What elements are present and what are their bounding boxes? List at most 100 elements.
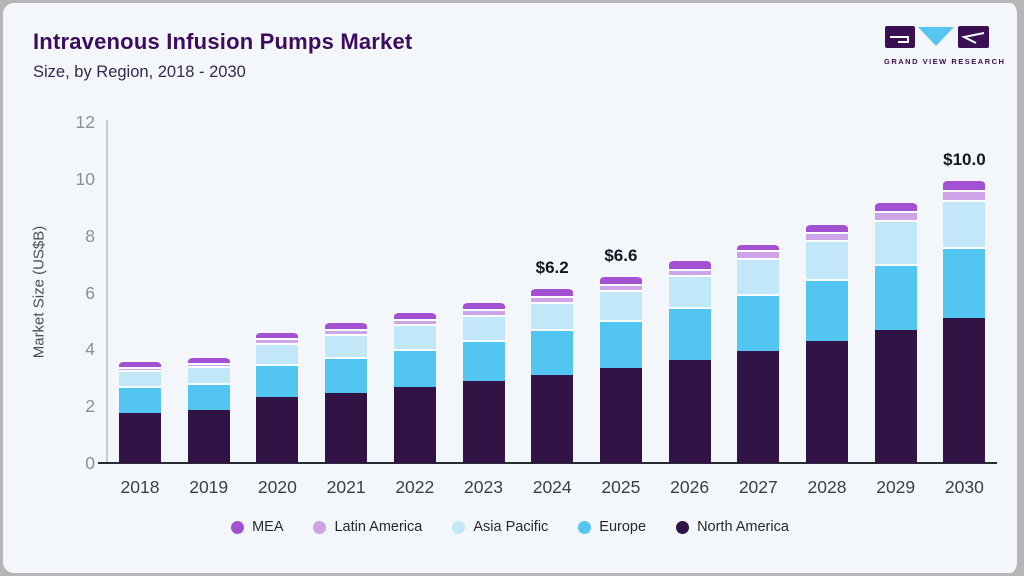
- legend-label: Asia Pacific: [473, 519, 549, 535]
- bar-segment-mea: [256, 331, 299, 339]
- bar-segment-north-america: [943, 317, 986, 463]
- stacked-bar-chart: Market Size (US$B) 0 2 4 6 8 10 12 2018 2019 2020…: [3, 3, 1017, 573]
- bar-value-annotation: $6.2: [535, 257, 569, 277]
- page-subtitle: Size, by Region, 2018 - 2030: [33, 63, 246, 81]
- bar-segment-europe: [462, 339, 505, 382]
- bar-value-annotation: $10.0: [943, 149, 986, 169]
- bar-segment-mea: [806, 222, 848, 233]
- bar-segment-mea: [325, 321, 368, 329]
- y-tick-label: 4: [85, 339, 95, 360]
- logo-text: GRAND VIEW RESEARCH: [884, 57, 1006, 66]
- bar-segment-mea: [599, 275, 642, 285]
- bar-segment-mea: [668, 258, 711, 269]
- bar-segment-asia-pacific: [668, 274, 711, 307]
- legend-label: Latin America: [334, 519, 423, 535]
- bar-segment-latin-america: [806, 232, 848, 240]
- x-tick-label: 2023: [464, 477, 503, 497]
- bar-segment-north-america: [119, 413, 161, 463]
- logo-v-triangle-icon: [918, 27, 954, 46]
- bar-segment-north-america: [668, 359, 711, 463]
- x-tick-label: 2025: [601, 477, 641, 497]
- legend-dot-icon: [313, 520, 327, 534]
- logo-r-glyph: [960, 32, 985, 44]
- bar-value-annotation: $6.6: [604, 246, 638, 266]
- bar-segment-latin-america: [943, 190, 986, 200]
- bar-segment-europe: [119, 386, 161, 414]
- x-tick-label: 2024: [532, 477, 572, 497]
- bar-segment-latin-america: [256, 338, 299, 344]
- bar-segment-asia-pacific: [599, 290, 642, 321]
- legend-item-mea: MEA: [231, 519, 283, 535]
- bar-segment-europe: [256, 363, 299, 398]
- legend-label: Europe: [599, 519, 647, 535]
- bar-segment-north-america: [462, 381, 505, 463]
- bar-segment-europe: [531, 328, 574, 375]
- gvr-logo: GRAND VIEW RESEARCH: [884, 25, 1006, 66]
- x-tick-label: 2018: [120, 477, 160, 497]
- bar-segment-latin-america: [737, 250, 780, 258]
- bar-segment-north-america: [325, 393, 368, 463]
- chart-legend: MEA Latin America Asia Pacific Europe North …: [3, 519, 1017, 535]
- bar-segment-north-america: [531, 374, 574, 463]
- bar-segment-latin-america: [531, 295, 574, 302]
- bar-segment-europe: [325, 357, 368, 394]
- y-tick-label: 0: [85, 453, 95, 473]
- bar-segment-latin-america: [187, 362, 230, 367]
- bar-segment-europe: [599, 320, 642, 368]
- bar-segment-latin-america: [599, 284, 642, 291]
- bar-segment-asia-pacific: [119, 370, 161, 387]
- bar-segment-latin-america: [393, 318, 436, 325]
- bar-segment-asia-pacific: [256, 343, 299, 364]
- bar-segment-latin-america: [668, 268, 711, 275]
- bar-segment-mea: [874, 201, 917, 212]
- gvr-logo-mark: [885, 26, 989, 48]
- bar-segment-europe: [668, 306, 711, 360]
- y-axis-line: [106, 120, 108, 463]
- x-tick-label: 2022: [395, 477, 435, 497]
- legend-item-asia-pacific: Asia Pacific: [452, 519, 548, 535]
- bar-segment-mea: [737, 242, 780, 251]
- bar-segment-asia-pacific: [943, 199, 986, 248]
- bar-segment-europe: [943, 247, 986, 318]
- bar-segment-europe: [874, 263, 917, 331]
- legend-item-latin-america: Latin America: [313, 519, 422, 535]
- bar-segment-latin-america: [119, 366, 161, 371]
- legend-label: North America: [697, 519, 789, 535]
- bar-segment-north-america: [256, 397, 299, 463]
- bar-segment-europe: [187, 383, 230, 410]
- x-tick-label: 2028: [807, 477, 847, 497]
- bar-segment-asia-pacific: [187, 366, 230, 384]
- bar-segment-mea: [531, 286, 574, 296]
- bar-segment-asia-pacific: [806, 239, 848, 279]
- x-tick-label: 2027: [738, 477, 778, 497]
- bar-segment-asia-pacific: [874, 220, 917, 264]
- x-tick-label: 2020: [257, 477, 297, 497]
- bar-segment-mea: [393, 311, 436, 319]
- bar-segment-latin-america: [874, 211, 917, 221]
- logo-r-block: [958, 26, 989, 48]
- bar-segment-mea: [119, 360, 161, 367]
- bar-segment-latin-america: [462, 308, 505, 315]
- page-title: Intravenous Infusion Pumps Market: [33, 29, 413, 54]
- x-tick-label: 2029: [876, 477, 916, 497]
- legend-dot-icon: [452, 520, 466, 534]
- bar-segment-north-america: [393, 387, 436, 463]
- bar-segment-north-america: [599, 367, 642, 463]
- legend-item-europe: Europe: [578, 519, 646, 535]
- y-axis-title: Market Size (US$B): [30, 225, 48, 359]
- legend-dot-icon: [676, 520, 690, 534]
- bar-segment-north-america: [187, 409, 230, 463]
- bar-segment-asia-pacific: [325, 333, 368, 358]
- bar-segment-asia-pacific: [737, 257, 780, 294]
- bar-segment-mea: [462, 300, 505, 309]
- legend-label: MEA: [252, 519, 284, 535]
- bar-segment-north-america: [737, 351, 780, 463]
- legend-dot-icon: [231, 520, 245, 534]
- bar-segment-latin-america: [325, 328, 368, 334]
- x-axis-line: [98, 462, 997, 464]
- x-tick-label: 2030: [944, 477, 984, 497]
- legend-item-north-america: North America: [676, 519, 789, 535]
- bar-segment-mea: [943, 178, 986, 191]
- x-tick-label: 2021: [326, 477, 366, 497]
